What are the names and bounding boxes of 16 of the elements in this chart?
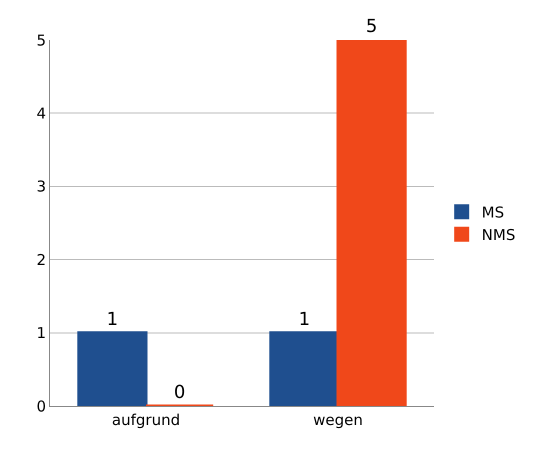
data-label: 0 [174,382,186,403]
y-tick-label: 1 [36,324,46,342]
data-label: 1 [106,308,118,330]
y-tick-label: 2 [36,250,46,269]
y-tick-label: 0 [36,397,46,416]
x-tick-label: aufgrund [112,411,180,429]
x-tick-label: wegen [313,411,363,429]
y-tick-label: 5 [36,31,46,50]
bar [336,40,407,406]
legend-label: MS [482,204,504,222]
data-label: 5 [366,16,378,37]
y-tick-label: 3 [36,178,46,196]
bar [77,331,148,406]
legend-label: NMS [482,226,516,244]
y-tick-label: 4 [36,104,46,122]
data-label: 1 [298,308,310,330]
